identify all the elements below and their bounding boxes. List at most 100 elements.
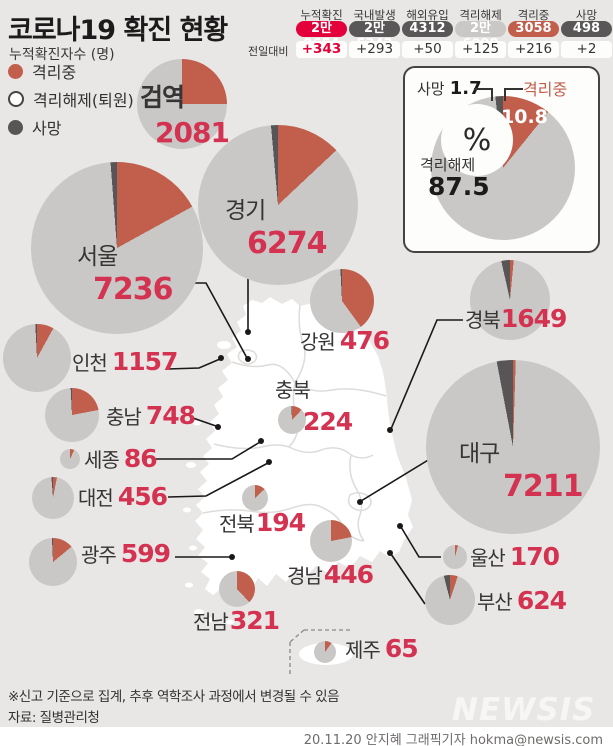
label-chungnam: 충남 748 xyxy=(106,401,196,430)
pie-seoul xyxy=(31,162,203,334)
label-gyeongbuk: 경북 1649 xyxy=(465,304,568,333)
stat-label: 국내발생 xyxy=(353,8,396,22)
pie-gangwon xyxy=(310,269,374,333)
coastal-islands xyxy=(183,341,234,625)
region-value: 748 xyxy=(145,401,196,430)
death-value: 1.7 xyxy=(449,78,482,99)
label-incheon: 인천 1157 xyxy=(72,347,178,376)
legend-item-isolated: 격리중 xyxy=(8,60,134,82)
region-name: 인천 xyxy=(72,351,108,375)
region-value: 456 xyxy=(117,482,168,511)
region-name: 전남 xyxy=(193,610,229,634)
percent-symbol: % xyxy=(462,122,492,158)
bracket-icon xyxy=(504,88,523,101)
stat-delta: +293 xyxy=(349,41,400,58)
page-subtitle: 누적확진자수 (명) xyxy=(9,47,115,63)
region-name: 대구 xyxy=(459,441,500,467)
outline-dot-icon xyxy=(8,91,24,107)
credit-line: 20.11.20 안지혜 그래픽기자 hokma@newsis.com xyxy=(303,733,603,746)
label-jeonnam: 전남 321 xyxy=(193,606,280,635)
region-name: 제주 xyxy=(345,638,381,662)
pie-quarantine xyxy=(137,59,227,149)
region-name: 강원 xyxy=(300,330,336,354)
region-name: 세종 xyxy=(84,448,120,472)
pie-ulsan xyxy=(443,545,467,569)
pie-daegu xyxy=(426,360,600,534)
pie-gyeongnam xyxy=(310,520,352,562)
label-gangwon: 강원 476 xyxy=(300,326,390,355)
region-value: 194 xyxy=(255,508,306,537)
active-ratio-name: 격리중 xyxy=(523,80,568,99)
label-sejong: 세종 86 xyxy=(84,444,158,473)
label-gyeonggi: 경기 6274 xyxy=(225,191,327,261)
pie-chungbuk xyxy=(278,406,306,434)
label-gwangju: 광주 599 xyxy=(81,539,171,568)
label-gyeongnam: 경남 446 xyxy=(287,560,374,589)
label-daejeon: 대전 456 xyxy=(78,482,168,511)
stat-delta: +2 xyxy=(561,41,612,58)
region-name: 울산 xyxy=(470,546,506,570)
region-name: 대전 xyxy=(78,486,114,510)
stat-badge: 4312 xyxy=(402,21,453,37)
stat-delta: +343 xyxy=(296,41,347,58)
region-value: 7211 xyxy=(503,469,583,504)
stat-label: 격리해제 xyxy=(459,8,502,22)
region-value: 599 xyxy=(120,539,171,568)
leader-dots xyxy=(215,329,403,560)
region-value: 1649 xyxy=(500,304,568,333)
legend-label: 격리해제(퇴원) xyxy=(33,91,134,110)
death-name: 사망 xyxy=(417,80,445,98)
released-ratio-value: 87.5 xyxy=(428,172,490,201)
legend-item-death: 사망 xyxy=(8,116,134,138)
stat-badge: 2만6098 xyxy=(455,21,506,52)
region-name: 충북 xyxy=(275,378,311,402)
jeju-inset-dashes xyxy=(289,629,352,677)
region-name: 검역 xyxy=(140,83,185,112)
pie-incheon xyxy=(3,324,71,392)
pie-jeonbuk xyxy=(242,485,268,511)
pie-chungnam xyxy=(45,388,99,442)
region-value: 86 xyxy=(123,444,158,473)
stat-delta: +50 xyxy=(402,41,453,58)
region-name: 전북 xyxy=(219,512,255,536)
stat-label: 해외유입 xyxy=(406,8,449,22)
pie-gyeongbuk xyxy=(470,260,550,340)
region-name: 광주 xyxy=(81,543,117,567)
region-value: 624 xyxy=(516,586,567,615)
stat-badge: 2만5342 xyxy=(349,21,400,52)
stat-delta: +125 xyxy=(455,41,506,58)
region-name: 부산 xyxy=(477,590,513,614)
region-name: 경남 xyxy=(287,564,323,588)
label-jeonbuk: 전북 194 xyxy=(219,508,306,537)
stat-badge: 2만9654 xyxy=(296,21,347,52)
label-seoul: 서울 7236 xyxy=(77,237,173,307)
legend: 격리중 격리해제(퇴원) 사망 xyxy=(8,60,134,138)
label-jeju: 제주 65 xyxy=(345,634,419,663)
region-value: 170 xyxy=(509,542,560,571)
region-value: 2081 xyxy=(155,116,230,149)
label-ulsan: 울산 170 xyxy=(470,542,560,571)
legend-label: 사망 xyxy=(32,119,62,138)
label-quarantine: 검역 2081 xyxy=(140,78,230,149)
bottom-bar xyxy=(0,727,613,746)
label-busan: 부산 624 xyxy=(477,586,567,615)
death-ratio-label: 사망 1.7 xyxy=(417,78,482,99)
newsis-watermark: NEWSIS xyxy=(452,692,596,728)
donut-center-label: % xyxy=(441,104,513,176)
region-name: 경북 xyxy=(465,308,501,332)
page-title: 코로나19 확진 현황 xyxy=(8,15,228,46)
legend-label: 격리중 xyxy=(32,63,77,82)
region-value: 476 xyxy=(339,326,390,355)
red-dot-icon xyxy=(8,63,23,79)
pie-busan xyxy=(425,575,475,625)
pie-gyeonggi xyxy=(198,125,358,285)
region-name: 서울 xyxy=(77,244,118,270)
stat-badge: 3058 xyxy=(508,21,559,37)
region-value: 224 xyxy=(303,407,353,436)
region-name: 충남 xyxy=(106,405,142,429)
pie-daejeon xyxy=(32,477,74,519)
stat-badge: 498 xyxy=(561,21,612,37)
region-value: 65 xyxy=(384,634,419,663)
region-value: 6274 xyxy=(247,226,327,261)
